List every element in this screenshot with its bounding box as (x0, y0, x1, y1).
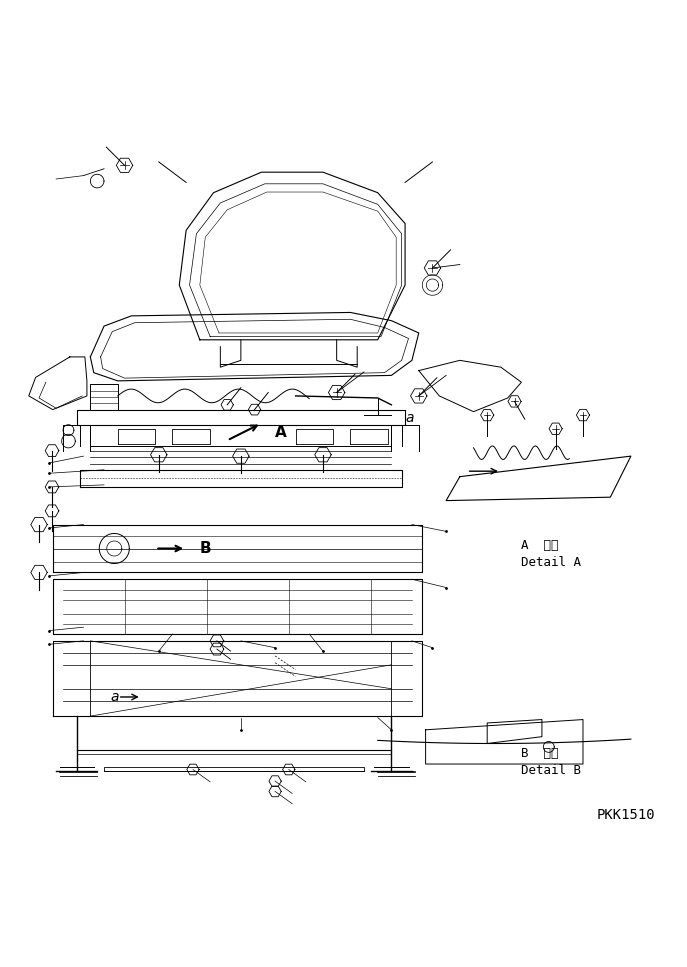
Text: A: A (275, 425, 287, 440)
Text: B: B (200, 541, 212, 556)
Text: Detail A: Detail A (521, 556, 581, 569)
Text: PKK1510: PKK1510 (597, 808, 655, 822)
Text: a: a (405, 412, 414, 425)
Text: A  詳細: A 詳細 (521, 539, 559, 551)
Text: B  詳細: B 詳細 (521, 747, 559, 760)
Text: a: a (111, 690, 120, 704)
Text: Detail B: Detail B (521, 764, 581, 777)
